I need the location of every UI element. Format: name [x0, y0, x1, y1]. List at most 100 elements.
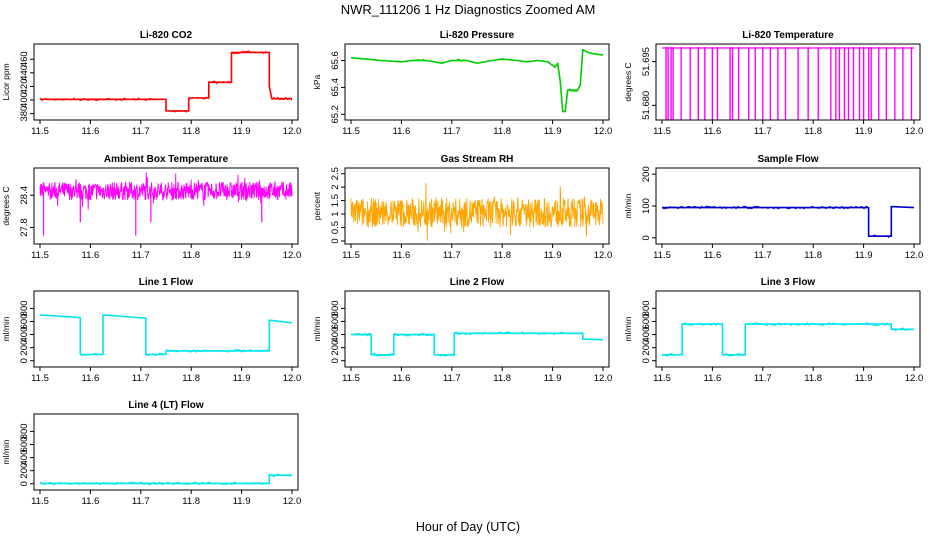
panel-title: Li-820 Temperature: [742, 30, 834, 41]
plot-frame: [655, 290, 921, 368]
x-tick-label: 11.7: [754, 373, 772, 384]
y-tick-label: 200: [641, 166, 652, 182]
plot-frame: [344, 43, 610, 121]
x-tick-label: 11.8: [804, 373, 822, 384]
y-axis-label: percent: [312, 191, 322, 220]
y-tick-label: 200: [19, 463, 30, 479]
x-tick-label: 11.5: [653, 373, 671, 384]
x-tick-label: 11.9: [233, 496, 251, 507]
panel-title: Line 1 Flow: [139, 277, 194, 288]
y-tick-label: 400: [641, 327, 652, 343]
y-tick-label: 28.4: [19, 186, 30, 205]
x-tick-label: 11.5: [31, 373, 49, 384]
data-point: [350, 332, 372, 337]
figure-title: NWR_111206 1 Hz Diagnostics Zoomed AM: [341, 2, 596, 17]
y-tick-label: 100: [641, 198, 652, 214]
y-tick-label: 0: [330, 358, 341, 363]
series-line: [350, 182, 604, 241]
x-tick-label: 11.8: [182, 250, 200, 261]
x-tick-label: 11.8: [493, 126, 511, 137]
y-axis-label: ml/min: [1, 316, 11, 341]
series-line: [40, 51, 292, 112]
data-point: [165, 348, 269, 353]
y-axis-label: ml/min: [312, 316, 322, 341]
y-tick-label: 65.6: [330, 51, 341, 70]
panel-data: [661, 322, 914, 357]
x-tick-label: 11.5: [31, 496, 49, 507]
x-tick-label: 12.0: [283, 126, 302, 137]
panel-10: Line 4 (LT) Flow 11.5 11.6 11.7 11.8 11.9 12.0…: [1, 400, 301, 507]
y-tick-label: 0.5: [330, 221, 341, 234]
y-tick-label: 800: [19, 423, 30, 439]
y-tick-label: 1.5: [330, 194, 341, 207]
x-tick-label: 11.8: [493, 250, 511, 261]
panel-3: Li-820 Temperature 11.5 11.6 11.7 11.8 11.9 12…: [623, 30, 923, 137]
data-point: [170, 110, 188, 113]
data-point: [868, 234, 891, 239]
data-point: [39, 481, 269, 486]
data-point: [231, 50, 268, 55]
y-axis-label: kPa: [312, 74, 322, 89]
y-tick-label: 51.695: [641, 47, 652, 76]
panel-title: Line 2 Flow: [450, 277, 505, 288]
x-tick-label: 11.8: [804, 250, 822, 261]
data-point: [371, 353, 394, 357]
x-tick-label: 12.0: [905, 373, 924, 384]
x-tick-label: 11.7: [443, 250, 461, 261]
panel-data: [350, 331, 604, 357]
x-tick-label: 11.9: [233, 373, 251, 384]
x-tick-label: 11.5: [342, 250, 360, 261]
y-tick-label: 440: [19, 65, 30, 81]
y-tick-label: 400: [19, 450, 30, 466]
panel-8: Line 2 Flow 11.5 11.6 11.7 11.8 11.9 12.0 0 2004…: [312, 277, 612, 384]
panel-data: [662, 47, 914, 120]
y-tick-label: 420: [19, 78, 30, 94]
y-axis-label: degrees C: [623, 62, 633, 101]
x-tick-label: 11.9: [544, 250, 562, 261]
y-tick-label: 200: [19, 340, 30, 356]
x-tick-label: 12.0: [283, 373, 302, 384]
panel-1: Li-820 CO2 11.5 11.6 11.7 11.8 11.9 12.0 380400…: [1, 30, 301, 137]
x-tick-label: 11.8: [182, 126, 200, 137]
x-tick-label: 11.6: [393, 373, 411, 384]
x-tick-label: 11.5: [342, 126, 360, 137]
data-point: [271, 96, 293, 101]
x-tick-label: 11.6: [82, 373, 100, 384]
plot-frame: [655, 43, 921, 121]
x-tick-label: 12.0: [283, 250, 302, 261]
x-tick-label: 12.0: [905, 126, 924, 137]
y-tick-label: 0: [19, 358, 30, 363]
x-tick-label: 11.6: [82, 126, 100, 137]
plot-frame: [344, 167, 610, 245]
panel-data: [39, 314, 293, 357]
panel-title: Gas Stream RH: [441, 154, 514, 165]
x-tick-label: 11.7: [443, 126, 461, 137]
data-point: [661, 205, 869, 210]
x-tick-label: 11.6: [82, 496, 100, 507]
y-tick-label: 800: [19, 300, 30, 316]
panel-4: Ambient Box Temperature 11.5 11.6 11.7 11.8 1…: [1, 154, 301, 261]
x-tick-label: 11.6: [704, 373, 722, 384]
x-tick-label: 11.6: [82, 250, 100, 261]
x-tick-label: 11.9: [233, 250, 251, 261]
data-point: [567, 88, 578, 93]
y-tick-label: 380: [19, 106, 30, 122]
panel-9: Line 3 Flow 11.5 11.6 11.7 11.8 11.9 12.0 0 2004…: [623, 277, 923, 384]
x-tick-label: 11.9: [544, 373, 562, 384]
y-tick-label: 65.4: [330, 78, 341, 97]
y-tick-label: 600: [330, 314, 341, 330]
y-tick-label: 600: [641, 314, 652, 330]
y-tick-label: 800: [330, 300, 341, 316]
x-tick-label: 11.8: [493, 373, 511, 384]
panel-data: [39, 473, 292, 486]
y-axis-label: degrees C: [1, 186, 11, 225]
y-axis-label: ml/min: [623, 316, 633, 341]
panel-title: Ambient Box Temperature: [104, 154, 229, 165]
y-tick-label: 0: [641, 358, 652, 363]
x-tick-label: 12.0: [283, 496, 302, 507]
series-line: [39, 314, 293, 356]
figure-xlabel: Hour of Day (UTC): [416, 520, 520, 534]
x-tick-label: 11.8: [182, 373, 200, 384]
